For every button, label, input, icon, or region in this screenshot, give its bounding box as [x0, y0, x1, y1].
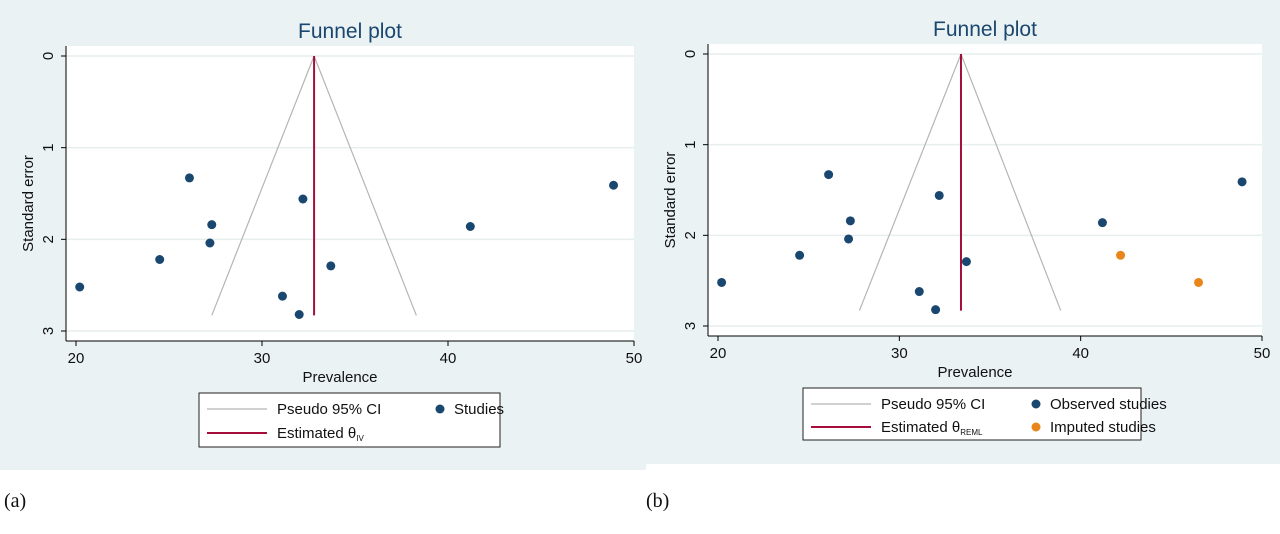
observed-study-point — [205, 238, 215, 248]
ci-line-right — [960, 53, 1062, 311]
observed-study-point — [298, 194, 308, 204]
observed-study-point — [845, 216, 855, 226]
ci-line-right — [313, 55, 417, 316]
legend-key-observed — [1031, 399, 1041, 409]
observed-study-point — [934, 190, 944, 200]
y-tick-label: 3 — [682, 322, 699, 330]
observed-study-point — [184, 173, 194, 183]
observed-study-point — [277, 291, 287, 301]
y-tick-label: 3 — [40, 327, 57, 335]
observed-study-point — [1237, 177, 1247, 187]
observed-study-point — [609, 180, 619, 190]
legend-label-estimate: Estimated θIV — [277, 425, 364, 443]
x-tick-label: 40 — [440, 350, 457, 367]
legend-label-ci: Pseudo 95% CI — [881, 396, 985, 413]
y-tick-label: 1 — [682, 140, 699, 148]
legend-key-imputed — [1031, 422, 1041, 432]
chart-title: Funnel plot — [298, 20, 402, 43]
funnel-plot-chart-a: 20 30 40 50 0 1 2 3 Funnel plot Prevalence Standar… — [0, 0, 646, 470]
legend-box — [198, 392, 501, 448]
chart-title: Funnel plot — [933, 18, 1037, 41]
y-axis-label: Standard error — [20, 155, 37, 252]
y-tick-label: 2 — [40, 235, 57, 243]
x-tick-label: 20 — [68, 350, 85, 367]
imputed-study-point — [1194, 277, 1204, 287]
y-axis-label: Standard error — [662, 152, 679, 249]
legend-key-observed — [435, 404, 445, 414]
observed-study-point — [961, 257, 971, 267]
x-tick-label: 50 — [626, 350, 643, 367]
observed-study-point — [931, 305, 941, 315]
x-tick-label: 50 — [1254, 345, 1271, 362]
observed-study-point — [465, 222, 475, 231]
x-axis-label: Prevalence — [937, 364, 1012, 381]
observed-study-point — [824, 170, 834, 180]
ci-line-left — [211, 55, 315, 316]
legend-label-estimate: Estimated θREML — [881, 419, 983, 437]
observed-study-point — [75, 282, 85, 292]
x-tick-label: 30 — [891, 345, 908, 362]
observed-study-point — [844, 234, 854, 244]
observed-study-point — [717, 277, 727, 287]
observed-study-point — [914, 287, 924, 297]
legend-label-observed: Observed studies — [1050, 396, 1167, 413]
observed-study-point — [294, 310, 304, 319]
observed-study-point — [326, 261, 336, 271]
x-tick-label: 30 — [254, 350, 271, 367]
funnel-plot-chart-b: 20 30 40 50 0 1 2 3 Funnel plot Prevalence Standar… — [646, 0, 1280, 464]
x-axis-label: Prevalence — [302, 369, 377, 386]
legend-label-imputed: Imputed studies — [1050, 419, 1156, 436]
y-tick-label: 1 — [40, 143, 57, 151]
y-tick-label: 0 — [40, 52, 57, 60]
x-tick-label: 40 — [1072, 345, 1089, 362]
observed-study-point — [207, 220, 217, 230]
legend-box — [802, 387, 1142, 441]
funnel-plot-panel-b: 20 30 40 50 0 1 2 3 Funnel plot Prevalence Standar… — [646, 0, 1280, 464]
observed-study-point — [1097, 218, 1107, 228]
ci-line-left — [858, 53, 962, 311]
legend-label-observed: Studies — [454, 401, 504, 418]
funnel-plot-panel-a: 20 30 40 50 0 1 2 3 Funnel plot Prevalence Standar… — [0, 0, 646, 470]
panel-label-b: (b) — [646, 490, 670, 512]
y-tick-label: 2 — [682, 231, 699, 239]
observed-study-point — [155, 255, 165, 264]
observed-study-point — [795, 250, 805, 260]
plot-area — [708, 44, 1262, 336]
legend-label-subscript: REML — [960, 428, 983, 437]
x-tick-label: 20 — [710, 345, 727, 362]
imputed-study-point — [1116, 250, 1126, 260]
plot-area — [66, 46, 634, 341]
y-tick-label: 0 — [682, 50, 699, 58]
panel-label-a: (a) — [4, 490, 27, 512]
legend-label-ci: Pseudo 95% CI — [277, 401, 381, 418]
legend-label-subscript: IV — [356, 434, 364, 443]
